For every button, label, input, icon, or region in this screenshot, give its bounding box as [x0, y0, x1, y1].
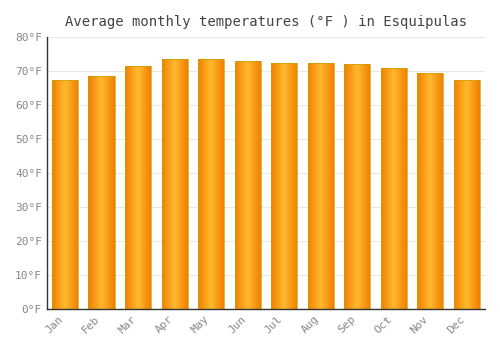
Bar	[417, 73, 444, 309]
Bar	[380, 68, 407, 309]
Bar	[88, 76, 115, 309]
Bar	[198, 59, 224, 309]
Title: Average monthly temperatures (°F ) in Esquipulas: Average monthly temperatures (°F ) in Es…	[65, 15, 467, 29]
Bar	[271, 63, 297, 309]
Bar	[162, 59, 188, 309]
Bar	[52, 79, 78, 309]
Bar	[125, 66, 152, 309]
Bar	[454, 79, 480, 309]
Bar	[344, 64, 370, 309]
Bar	[234, 61, 261, 309]
Bar	[308, 63, 334, 309]
